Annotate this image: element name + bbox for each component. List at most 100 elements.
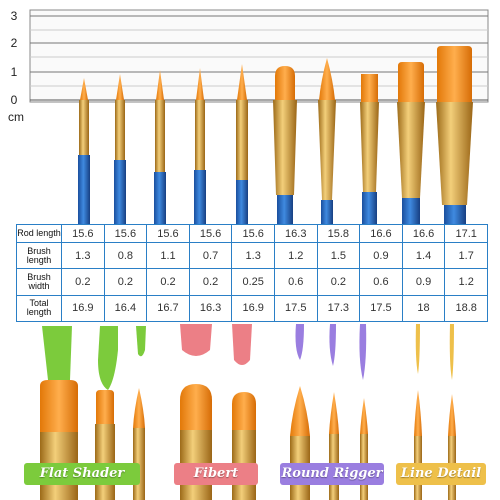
purple-stroke-1 <box>295 324 304 360</box>
spec-cell: 18 <box>401 294 446 323</box>
label-round-rigger: Round Rigger <box>280 463 384 485</box>
spec-cell: 17.5 <box>359 294 403 323</box>
brush-3-ferrule <box>155 100 165 172</box>
brush-8-ferrule <box>360 102 379 192</box>
brush-8-handle <box>362 192 377 225</box>
spec-cell: 1.4 <box>401 241 446 270</box>
spec-row-label: Brush width <box>16 268 62 296</box>
brush-9-bristles <box>398 62 424 102</box>
spec-row-label: Brush length <box>16 241 62 270</box>
brush-6-ferrule <box>273 100 297 195</box>
brush-9 <box>397 62 425 225</box>
brush-10-handle <box>444 205 466 225</box>
ruler-mark-3: 3 <box>10 9 18 23</box>
spec-row-label: Total length <box>16 294 62 323</box>
spec-row: Brush width 0.2 0.2 0.2 0.2 0.25 0.6 0.2 0.6 0.9 1… <box>16 268 488 296</box>
brush-10-ferrule <box>436 102 473 205</box>
label-flat-shader: Flat Shader <box>24 463 140 485</box>
spec-row: Rod length 15.6 15.6 15.6 15.6 15.6 16.3 15.8 16… <box>16 224 488 243</box>
spec-cell: 17.1 <box>444 224 488 243</box>
yellow-stroke-2 <box>449 324 454 380</box>
green-stroke-1 <box>42 326 72 386</box>
brush-9-handle <box>402 198 420 225</box>
green-stroke-3 <box>136 326 146 357</box>
brush-5-bristles <box>237 64 247 100</box>
spec-cell: 0.2 <box>103 268 148 296</box>
spec-cell: 1.1 <box>146 241 190 270</box>
purple-stroke-2 <box>329 324 336 366</box>
spec-cell: 16.3 <box>188 294 233 323</box>
brush-4-bristles <box>196 68 204 100</box>
spec-row-label: Rod length <box>16 224 62 243</box>
spec-cell: 15.6 <box>231 224 275 243</box>
spec-cell: 16.6 <box>359 224 403 243</box>
brush-5 <box>236 64 248 225</box>
brush-9-ferrule <box>397 102 425 198</box>
spec-cell: 1.2 <box>273 241 318 270</box>
spec-cell: 0.2 <box>316 268 361 296</box>
label-fibert: Fibert <box>174 463 258 485</box>
spec-cell: 17.3 <box>316 294 361 323</box>
brush-1-bristles <box>80 78 88 100</box>
label-line-detail: Line Detail <box>396 463 486 485</box>
spec-cell: 15.6 <box>103 224 148 243</box>
spec-cell: 0.6 <box>273 268 318 296</box>
spec-cell: 0.2 <box>146 268 190 296</box>
spec-cell: 0.2 <box>61 268 105 296</box>
spec-cell: 0.2 <box>188 268 233 296</box>
brush-5-handle <box>236 180 248 225</box>
brush-2-bristles <box>116 74 124 100</box>
spec-cell: 15.6 <box>61 224 105 243</box>
pink-stroke-1 <box>180 324 212 356</box>
purple-stroke-3 <box>359 324 367 380</box>
spec-table: Rod length 15.6 15.6 15.6 15.6 15.6 16.3 15.8 16… <box>16 224 488 323</box>
brush-5-ferrule <box>236 100 248 180</box>
spec-cell: 16.9 <box>231 294 275 323</box>
brush-6 <box>273 66 297 225</box>
spec-cell: 16.9 <box>61 294 105 323</box>
spec-cell: 0.9 <box>359 241 403 270</box>
brush-2-ferrule <box>115 100 125 160</box>
brush-10-bristles <box>437 46 472 102</box>
spec-cell: 16.6 <box>401 224 446 243</box>
spec-cell: 15.8 <box>316 224 361 243</box>
brush-6-handle <box>277 195 293 225</box>
spec-cell: 16.3 <box>273 224 318 243</box>
brush-4 <box>194 68 206 225</box>
spec-cell: 16.4 <box>103 294 148 323</box>
brush-6-bristles <box>275 66 295 100</box>
spec-cell: 18.8 <box>444 294 488 323</box>
spec-cell: 0.6 <box>359 268 403 296</box>
brush-7-handle <box>321 200 333 225</box>
brush-4-handle <box>194 170 206 225</box>
brush-1-handle <box>78 155 90 225</box>
spec-cell: 1.3 <box>61 241 105 270</box>
brush-3 <box>154 70 166 225</box>
ruler-mark-0: 0 <box>10 93 18 107</box>
spec-cell: 1.3 <box>231 241 275 270</box>
brush-row <box>78 46 473 225</box>
brush-10 <box>436 46 473 225</box>
ruler-mark-2: 2 <box>10 36 18 50</box>
brush-7 <box>318 58 336 225</box>
brush-2-handle <box>114 160 126 225</box>
brush-2 <box>114 74 126 225</box>
spec-cell: 17.5 <box>273 294 318 323</box>
brush-1-ferrule <box>79 100 89 155</box>
spec-cell: 16.7 <box>146 294 190 323</box>
spec-cell: 1.5 <box>316 241 361 270</box>
spec-cell: 0.8 <box>103 241 148 270</box>
brush-3-bristles <box>156 70 164 100</box>
spec-cell: 0.9 <box>401 268 446 296</box>
yellow-stroke-1 <box>415 324 420 374</box>
spec-cell: 0.7 <box>188 241 233 270</box>
spec-cell: 0.25 <box>231 268 275 296</box>
spec-cell: 1.7 <box>444 241 488 270</box>
brush-1 <box>78 78 90 225</box>
brush-3-handle <box>154 172 166 225</box>
spec-cell: 15.6 <box>146 224 190 243</box>
spec-cell: 1.2 <box>444 268 488 296</box>
ruler-mark-1: 1 <box>10 65 18 79</box>
spec-row: Total length 16.9 16.4 16.7 16.3 16.9 17.5 17.3… <box>16 294 488 323</box>
brush-4-ferrule <box>195 100 205 170</box>
